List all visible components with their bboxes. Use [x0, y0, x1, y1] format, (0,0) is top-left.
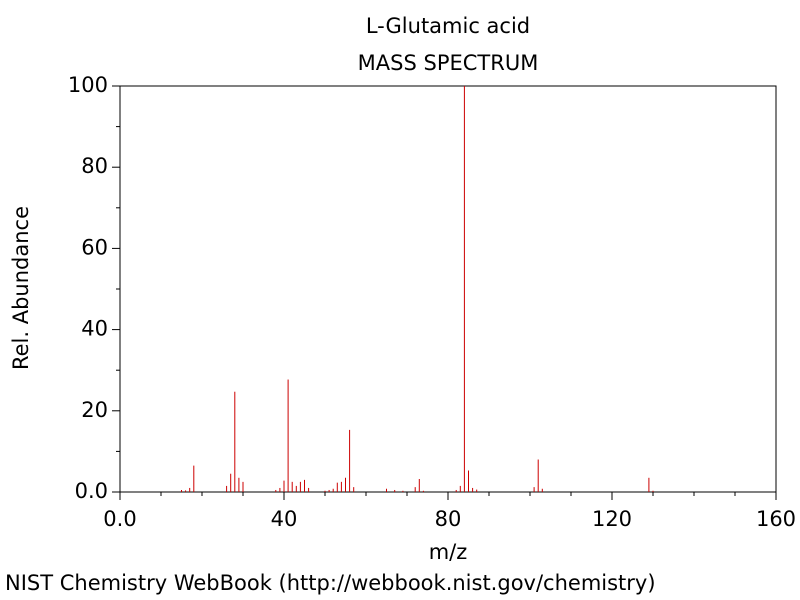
y-tick-label: 60 [81, 235, 108, 259]
footer: NIST Chemistry WebBook (http://webbook.n… [5, 571, 656, 595]
x-tick-label: 120 [592, 507, 632, 531]
x-tick-label: 40 [271, 507, 298, 531]
x-tick-label: 80 [435, 507, 462, 531]
y-tick-label: 80 [81, 154, 108, 178]
y-tick-label: 20 [81, 398, 108, 422]
y-tick-label: 0.0 [75, 479, 108, 503]
y-axis-label: Rel. Abundance [9, 206, 33, 370]
chart-subtitle: MASS SPECTRUM [358, 51, 539, 75]
y-tick-label: 40 [81, 317, 108, 341]
x-tick-label: 0.0 [103, 507, 136, 531]
y-tick-label: 100 [68, 73, 108, 97]
x-tick-label: 160 [756, 507, 796, 531]
x-axis-label: m/z [429, 540, 468, 564]
plot-frame [119, 85, 777, 493]
chart-title: L-Glutamic acid [366, 14, 530, 38]
